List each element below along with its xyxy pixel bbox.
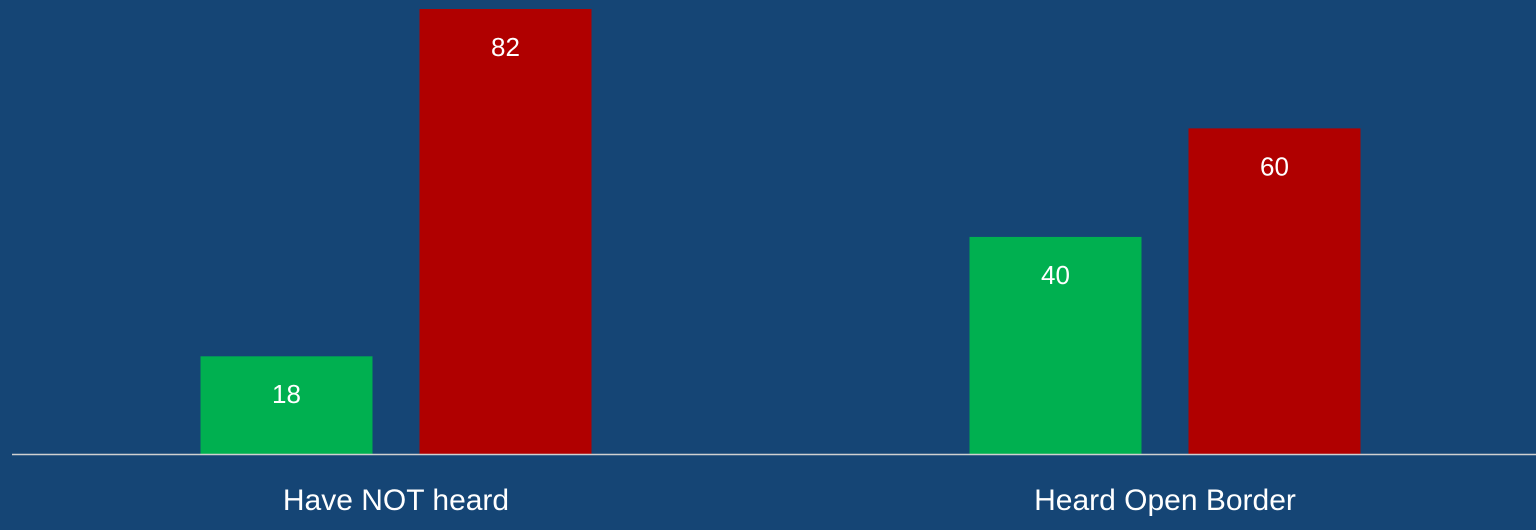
bar bbox=[419, 9, 592, 454]
bar bbox=[969, 236, 1142, 454]
bar bbox=[200, 356, 373, 454]
x-tick-label: Have NOT heard bbox=[283, 484, 509, 517]
bar bbox=[1188, 128, 1361, 454]
x-tick-label: Heard Open Border bbox=[1034, 484, 1296, 517]
value-label: 40 bbox=[1041, 260, 1070, 290]
value-label: 60 bbox=[1260, 151, 1289, 181]
value-label: 82 bbox=[491, 32, 520, 62]
value-label: 18 bbox=[272, 379, 301, 409]
